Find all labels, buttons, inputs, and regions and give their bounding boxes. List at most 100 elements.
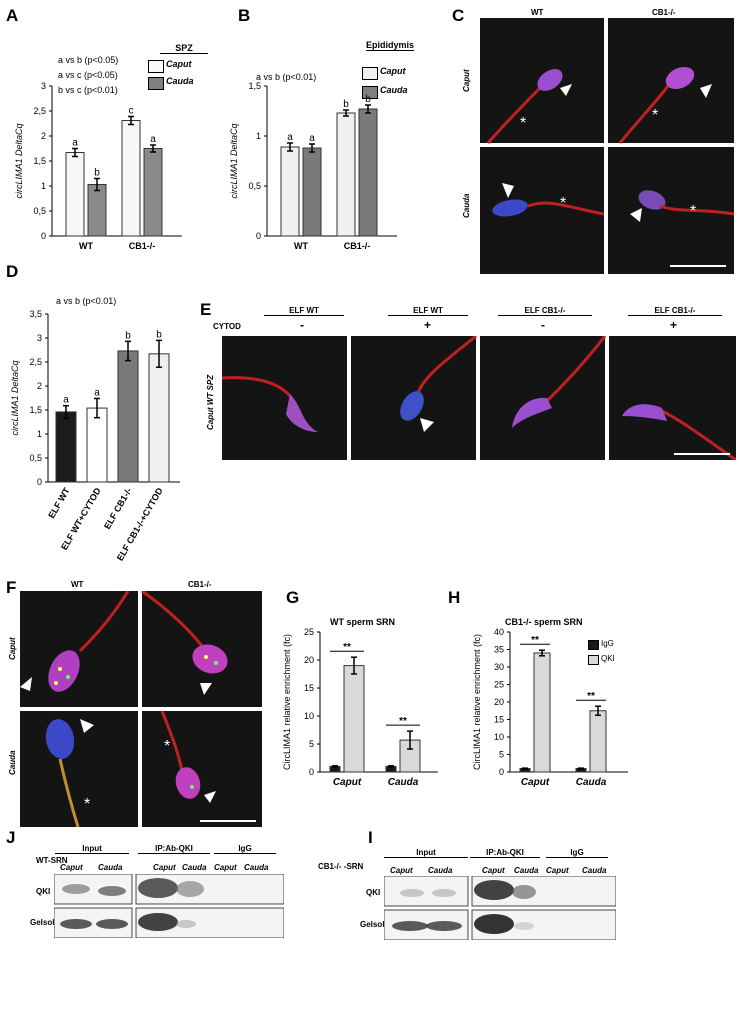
y-tick-label: 2 xyxy=(37,381,42,391)
blot-row-label: QKI xyxy=(366,888,381,897)
y-tick-label: 10 xyxy=(304,711,314,721)
stat-line: a vs c (p<0.05) xyxy=(58,70,118,80)
lane-label: Caput xyxy=(60,863,83,872)
cytod-label: CYTOD xyxy=(213,322,241,331)
lane-label: Caput xyxy=(482,866,505,875)
bar xyxy=(533,652,551,773)
bar xyxy=(117,350,139,483)
bar xyxy=(589,710,607,773)
bar xyxy=(65,152,85,237)
x-tick-label: Cauda xyxy=(576,777,607,788)
legend-label: Caput xyxy=(380,66,406,76)
y-tick-label: 35 xyxy=(494,645,504,655)
blot-header: Input xyxy=(55,844,129,854)
panel-label-g: G xyxy=(286,588,300,607)
legend-swatch-qki xyxy=(588,655,599,665)
significance-letter: c xyxy=(129,106,134,117)
blot-header: IgG xyxy=(214,844,276,854)
y-tick-label: 1 xyxy=(41,181,46,191)
legend-swatch-caput xyxy=(362,67,378,80)
y-tick-label: 10 xyxy=(494,732,504,742)
legend-swatch-igg xyxy=(588,640,599,650)
y-tick-label: 20 xyxy=(304,655,314,665)
legend-swatch-caput xyxy=(148,60,164,73)
panel-label-h: H xyxy=(448,588,461,607)
y-tick-label: 0,5 xyxy=(248,181,261,191)
blot-row-label: Gelsolin xyxy=(360,920,392,929)
bar xyxy=(121,120,141,237)
y-tick-label: 15 xyxy=(494,715,504,725)
y-axis-label: circLIMA1 DeltaCq xyxy=(10,360,20,435)
bar xyxy=(302,147,322,237)
significance-letter: b xyxy=(343,99,349,110)
y-axis-label: circLIMA1 DeltaCq xyxy=(229,123,239,198)
panel-label-f: F xyxy=(6,578,17,597)
stat-line: b vs c (p<0.01) xyxy=(58,85,118,95)
panel-d-stats: a vs b (p<0.01) xyxy=(56,296,117,306)
y-axis-label: circLIMA1 DeltaCq xyxy=(14,123,24,198)
y-tick-label: 1,5 xyxy=(248,81,261,91)
panel-label-j: J xyxy=(6,828,16,847)
y-tick-label: 5 xyxy=(499,750,504,760)
cytod-sign: + xyxy=(424,318,432,332)
y-tick-label: 1 xyxy=(256,131,261,141)
x-tick-label: ELF CB1-/- xyxy=(102,486,134,531)
micrograph-f: * * xyxy=(20,591,262,827)
svg-text:*: * xyxy=(560,195,566,212)
row-label: Cauda xyxy=(8,750,17,775)
y-tick-label: 2,5 xyxy=(29,357,42,367)
blot-row-label: Gelsolin xyxy=(30,918,62,927)
bar xyxy=(86,407,108,483)
stat-line: a vs b (p<0.05) xyxy=(58,55,119,65)
legend-title: Epididymis xyxy=(366,40,415,51)
legend-title: SPZ xyxy=(160,43,208,54)
chart-b: 0 0,5 1 1,5 circLIMA1 DeltaCq a a WT b b CB1-/- xyxy=(229,81,397,251)
lane-label: Cauda xyxy=(582,866,607,875)
y-tick-label: 5 xyxy=(309,739,314,749)
lane-label: Caput xyxy=(214,863,237,872)
significance-letter: a xyxy=(63,395,69,406)
significance-letter: a xyxy=(150,134,156,145)
legend-label: Caput xyxy=(166,59,192,69)
significance-letter: b xyxy=(125,330,131,341)
svg-text:*: * xyxy=(84,796,90,813)
significance-letter: a xyxy=(94,387,100,398)
significance-marker: ** xyxy=(343,642,351,653)
legend-label: QKI xyxy=(601,654,615,663)
blot-header: IP:Ab-QKI xyxy=(470,848,540,858)
row-label: Caput xyxy=(462,69,471,92)
col-label: ELF CB1-/- xyxy=(498,306,592,316)
svg-text:*: * xyxy=(164,738,170,755)
y-axis-label: CircLIMA1 relative enrichment (fc) xyxy=(472,634,482,770)
lane-label: Cauda xyxy=(514,866,539,875)
row-label: Caput xyxy=(8,637,17,660)
bar xyxy=(358,108,378,237)
row-label: Cauda xyxy=(462,193,471,218)
y-tick-label: 20 xyxy=(494,697,504,707)
chart-h: 0 5 10 15 20 25 30 35 40 CircLIMA1 relative enric… xyxy=(472,627,628,788)
y-axis-label: CircLIMA1 relative enrichment (fc) xyxy=(282,634,292,770)
y-tick-label: 25 xyxy=(304,627,314,637)
y-tick-label: 0,5 xyxy=(33,206,46,216)
blot-header: Input xyxy=(384,848,468,858)
x-tick-label: Cauda xyxy=(388,777,419,788)
lane-label: Caput xyxy=(546,866,569,875)
x-tick-label: WT xyxy=(294,241,308,251)
lane-label: Caput xyxy=(390,866,413,875)
legend-label: Cauda xyxy=(166,76,194,86)
y-tick-label: 1,5 xyxy=(29,405,42,415)
lane-label: Cauda xyxy=(98,863,123,872)
chart-title: WT sperm SRN xyxy=(330,617,396,627)
bar xyxy=(148,353,170,483)
svg-text:*: * xyxy=(690,203,696,220)
chart-d: 0 0,5 1 1,5 2 2,5 3 3,5 circLIMA1 DeltaCq a ELF WT… xyxy=(10,309,180,563)
legend-label: IgG xyxy=(601,639,614,648)
blot-prefix: WT-SRN xyxy=(36,856,68,865)
y-tick-label: 2 xyxy=(41,131,46,141)
y-tick-label: 1 xyxy=(37,429,42,439)
panel-label-b: B xyxy=(238,6,251,25)
panel-a-stats: a vs b (p<0.05) a vs c (p<0.05) b vs c (… xyxy=(58,53,118,98)
blot-j xyxy=(54,874,284,938)
legend-swatch-cauda xyxy=(362,86,378,99)
y-tick-label: 30 xyxy=(494,662,504,672)
